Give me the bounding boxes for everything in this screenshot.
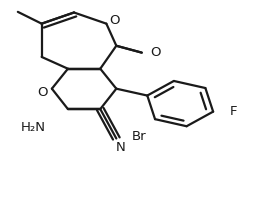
Text: N: N <box>115 141 125 154</box>
Text: O: O <box>109 14 119 27</box>
Text: H₂N: H₂N <box>21 121 46 134</box>
Text: F: F <box>229 105 237 118</box>
Text: Br: Br <box>132 130 147 143</box>
Text: O: O <box>38 86 48 99</box>
Text: O: O <box>150 46 160 59</box>
